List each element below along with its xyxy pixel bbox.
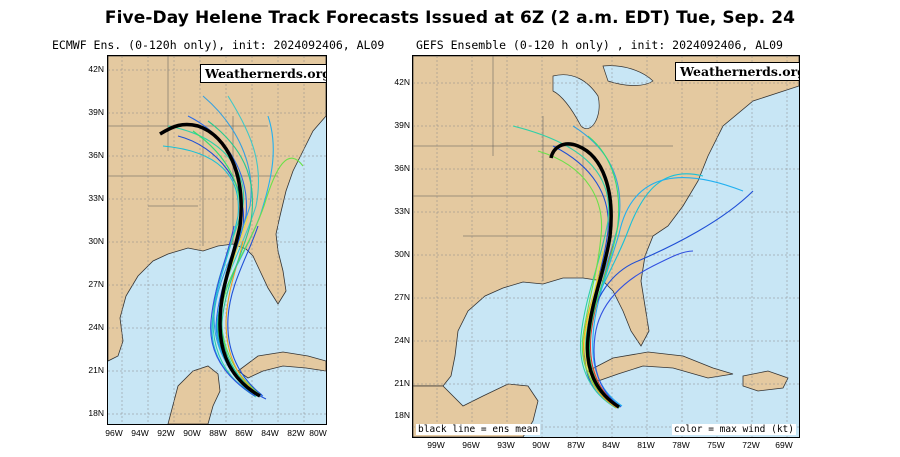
lon-label: 93W (497, 440, 515, 450)
ecmwf-map: Weathernerds.org (107, 55, 327, 425)
right-watermark: Weathernerds.org (675, 62, 799, 81)
page-title: Five-Day Helene Track Forecasts Issued a… (104, 8, 796, 28)
lon-label: 81W (637, 440, 655, 450)
lon-label: 86W (235, 428, 253, 438)
lon-label: 84W (602, 440, 620, 450)
lon-label: 92W (157, 428, 175, 438)
ensemble-mean-track (549, 142, 620, 409)
lon-label: 88W (209, 428, 227, 438)
lon-label: 99W (427, 440, 445, 450)
lat-label: 36N (394, 163, 410, 173)
lat-label: 33N (88, 193, 104, 203)
lon-label: 72W (742, 440, 760, 450)
ecmwf-map-canvas (108, 56, 326, 424)
gefs-map: Weathernerds.org black line = ens mean c… (412, 55, 800, 438)
lon-label: 87W (567, 440, 585, 450)
lat-label: 24N (88, 322, 104, 332)
lat-label: 33N (394, 206, 410, 216)
lon-label: 90W (183, 428, 201, 438)
legend-mean-note: black line = ens mean (416, 424, 541, 435)
lat-label: 27N (88, 279, 104, 289)
lon-label: 96W (462, 440, 480, 450)
lat-label: 18N (394, 410, 410, 420)
lon-label: 82W (287, 428, 305, 438)
lon-label: 84W (261, 428, 279, 438)
lat-label: 39N (88, 107, 104, 117)
lat-label: 24N (394, 335, 410, 345)
ensemble-mean-track (159, 122, 261, 398)
left-panel-subtitle: ECMWF Ens. (0-120h only), init: 20240924… (52, 38, 385, 52)
lat-label: 27N (394, 292, 410, 302)
lat-label: 36N (88, 150, 104, 160)
lon-label: 75W (707, 440, 725, 450)
lon-label: 94W (131, 428, 149, 438)
lon-label: 90W (532, 440, 550, 450)
lon-label: 78W (672, 440, 690, 450)
right-panel-subtitle: GEFS Ensemble (0-120 h only) , init: 202… (416, 38, 783, 52)
legend-color-note: color = max wind (kt) (671, 424, 796, 435)
lat-label: 30N (88, 236, 104, 246)
lon-label: 69W (775, 440, 793, 450)
lat-label: 30N (394, 249, 410, 259)
lat-label: 42N (88, 64, 104, 74)
lat-label: 21N (88, 365, 104, 375)
lon-label: 96W (105, 428, 123, 438)
lat-label: 39N (394, 120, 410, 130)
lat-label: 18N (88, 408, 104, 418)
lon-label: 80W (309, 428, 327, 438)
gefs-map-canvas (413, 56, 799, 437)
left-watermark: Weathernerds.org (200, 64, 326, 83)
lat-label: 42N (394, 77, 410, 87)
lat-label: 21N (394, 378, 410, 388)
